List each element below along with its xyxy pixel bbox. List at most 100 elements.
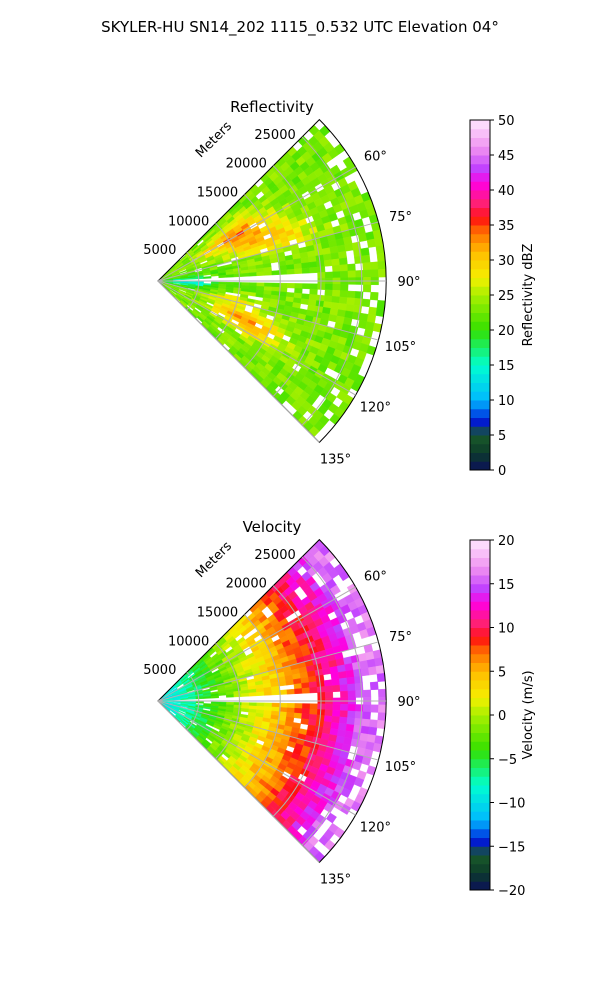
radar-bin xyxy=(286,268,295,275)
colorbar-swatch xyxy=(470,443,490,453)
radar-bin xyxy=(368,726,378,736)
radar-bin xyxy=(369,261,379,271)
radar-bin xyxy=(323,679,333,687)
radar-bin xyxy=(360,725,370,735)
radar-bin xyxy=(324,283,334,291)
colorbar-swatch xyxy=(470,557,490,567)
azimuth-tick-label: 90° xyxy=(397,695,420,710)
radar-bin xyxy=(366,238,377,248)
radar-bin xyxy=(368,666,378,676)
colorbar-tick-label: 20 xyxy=(498,324,515,339)
azimuth-spoke xyxy=(157,700,320,863)
colorbar-swatch xyxy=(470,671,490,681)
radar-bin xyxy=(362,689,372,698)
colorbar-swatch xyxy=(470,820,490,830)
colorbar-swatch xyxy=(470,776,490,786)
colorbar-swatch xyxy=(470,190,490,200)
azimuth-tick-label: 60° xyxy=(364,569,387,584)
colorbar-tick-label: 50 xyxy=(498,114,515,129)
azimuth-tick-label: 75° xyxy=(389,630,412,645)
colorbar-swatch xyxy=(470,408,490,418)
colorbar-swatch xyxy=(470,872,490,882)
colorbar-tick-label: 10 xyxy=(498,622,515,637)
radar-bin xyxy=(293,712,303,719)
colorbar-swatch xyxy=(470,750,490,760)
radar-bin xyxy=(347,704,356,712)
radar-bin xyxy=(300,718,310,726)
colorbar-swatch xyxy=(470,155,490,165)
figure-suptitle: SKYLER-HU SN14_202 1115_0.532 UTC Elevat… xyxy=(101,18,499,37)
colorbar-swatch xyxy=(470,583,490,593)
colorbar-tick-label: −20 xyxy=(498,884,525,899)
radar-bin xyxy=(377,712,387,722)
azimuth-spoke xyxy=(157,280,320,443)
radar-bin xyxy=(248,692,257,697)
radar-bin xyxy=(346,297,356,306)
colorbar-tick-label: 5 xyxy=(498,429,506,444)
radar-bin xyxy=(294,268,303,275)
radar-bin xyxy=(263,270,273,276)
radar-bin xyxy=(376,300,386,310)
radar-bin xyxy=(301,267,311,274)
radar-bin xyxy=(322,667,332,676)
colorbar-swatch xyxy=(470,417,490,427)
radar-bin xyxy=(370,269,379,278)
colorbar-swatch xyxy=(470,198,490,208)
colorbar-swatch xyxy=(470,741,490,751)
colorbar-swatch xyxy=(470,592,490,602)
radar-bin xyxy=(294,703,303,709)
colorbar-swatch xyxy=(470,338,490,348)
azimuth-tick-label: 135° xyxy=(320,872,351,887)
radar-bin xyxy=(347,683,356,692)
azimuth-tick-label: 60° xyxy=(364,149,387,164)
radar-bin xyxy=(271,690,280,696)
radar-bin xyxy=(247,291,257,297)
radar-bin xyxy=(233,693,242,698)
radar-bin xyxy=(324,271,334,279)
colorbar-swatch xyxy=(470,566,490,576)
azimuth-spoke xyxy=(157,280,379,341)
radar-bin xyxy=(324,289,333,297)
radar-bin xyxy=(339,264,349,272)
radar-bin xyxy=(255,292,264,298)
colorbar-swatch xyxy=(470,347,490,357)
colorbar-swatch xyxy=(470,286,490,296)
radar-bin xyxy=(361,298,371,308)
radar-bin xyxy=(346,676,356,685)
radar-bin xyxy=(264,702,273,708)
radar-bin xyxy=(294,283,303,289)
colorbar-swatch xyxy=(470,172,490,182)
colorbar-swatch xyxy=(470,618,490,628)
radar-bin xyxy=(323,253,332,261)
colorbar-swatch xyxy=(470,601,490,611)
azimuth-tick-label: 120° xyxy=(360,821,391,836)
colorbar-swatch xyxy=(470,662,490,672)
colorbar-swatch xyxy=(470,758,490,768)
radar-bin xyxy=(218,274,227,279)
azimuth-tick-label: 105° xyxy=(385,760,416,775)
radar-bin xyxy=(332,264,341,273)
radar-bin xyxy=(241,692,250,697)
radar-bin xyxy=(340,690,349,699)
colorbar-swatch xyxy=(470,723,490,733)
radar-bin xyxy=(329,584,341,596)
colorbar-swatch xyxy=(470,216,490,226)
colorbar-swatch xyxy=(470,391,490,401)
radar-bin xyxy=(293,683,303,690)
radar-bin xyxy=(339,290,349,298)
radar-bin xyxy=(344,243,354,252)
radar-bin xyxy=(331,258,341,266)
radar-bin xyxy=(378,688,387,698)
colorbar-swatch xyxy=(470,881,490,891)
range-tick-label: 20000 xyxy=(226,157,267,172)
radar-bin xyxy=(338,671,347,679)
colorbar-swatch xyxy=(470,137,490,147)
radar-bin xyxy=(345,669,355,679)
radar-bin xyxy=(301,687,311,694)
colorbar-swatch xyxy=(470,303,490,313)
azimuth-tick-label: 75° xyxy=(389,210,412,225)
range-tick-label: 25000 xyxy=(254,128,295,143)
radar-bin xyxy=(294,707,303,714)
radar-bin xyxy=(241,272,250,277)
range-tick-label: 5000 xyxy=(143,663,176,678)
